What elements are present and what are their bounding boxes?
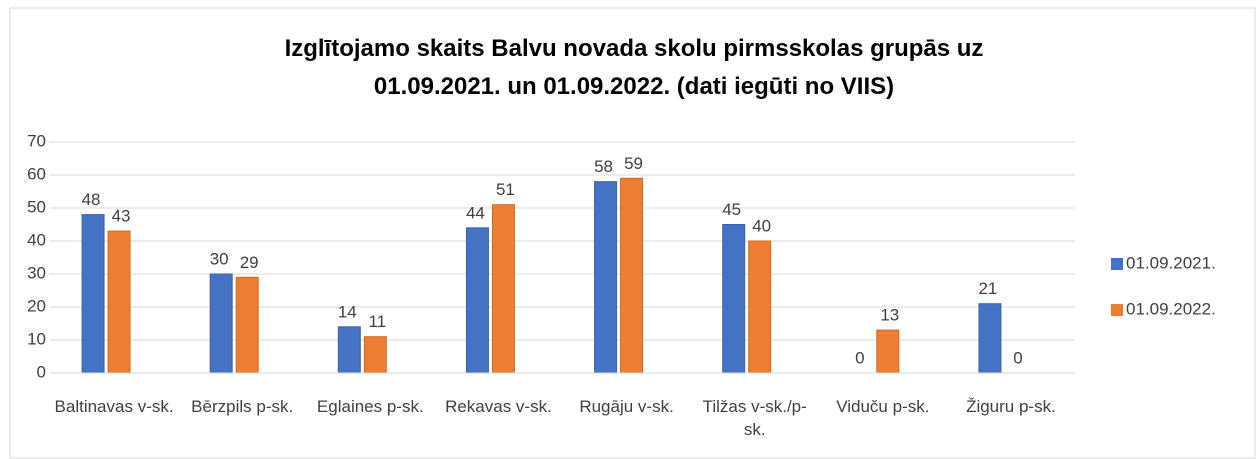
data-label: 29 [240, 253, 259, 272]
data-label: 40 [752, 216, 771, 235]
chart-title: Izglītojamo skaits Balvu novada skolu pi… [284, 35, 984, 100]
bar [235, 276, 259, 374]
data-label: 44 [466, 203, 485, 222]
x-tick-label: Baltinavas v-sk. [54, 397, 174, 416]
data-label: 45 [722, 200, 741, 219]
bar [722, 224, 746, 374]
data-label: 0 [1013, 348, 1022, 367]
y-tick-label: 60 [27, 164, 46, 183]
x-tick-label: Rekavas v-sk. [445, 397, 552, 416]
legend-swatch [1111, 258, 1123, 270]
data-label: 14 [338, 302, 357, 321]
data-label: 48 [82, 190, 101, 209]
legend-swatch [1111, 304, 1123, 316]
bar [620, 177, 644, 374]
chart-border [9, 7, 1256, 459]
legend-label: 01.09.2022. [1126, 299, 1216, 318]
data-label: 43 [112, 207, 131, 226]
y-tick-label: 50 [27, 197, 46, 216]
bar [209, 273, 233, 374]
bar [81, 214, 105, 374]
y-tick-label: 10 [27, 329, 46, 348]
bar [337, 326, 361, 374]
data-label: 21 [978, 279, 997, 298]
bar [465, 227, 489, 374]
x-tick-label: Viduču p-sk. [836, 397, 930, 416]
legend-label: 01.09.2021. [1126, 253, 1216, 272]
x-tick-label: Rugāju v-sk. [579, 397, 674, 416]
data-label: 0 [855, 348, 864, 367]
y-tick-label: 40 [27, 230, 46, 249]
bar [363, 336, 387, 374]
data-label: 11 [368, 312, 386, 331]
data-label: 30 [210, 249, 229, 268]
bar [107, 230, 131, 374]
data-label: 59 [624, 154, 643, 173]
x-tick-label: Bērzpils p-sk. [191, 397, 294, 416]
y-tick-label: 0 [37, 362, 46, 381]
bar [978, 303, 1002, 374]
y-tick-label: 30 [27, 263, 46, 282]
bar [748, 240, 772, 374]
data-label: 58 [594, 157, 613, 176]
data-label: 13 [880, 306, 899, 325]
y-tick-label: 20 [27, 296, 46, 315]
data-label: 51 [496, 180, 515, 199]
y-tick-label: 70 [27, 131, 46, 150]
bar [491, 204, 515, 374]
x-tick-label: Eglaines p-sk. [316, 397, 424, 416]
x-tick-label: Žiguru p-sk. [966, 397, 1056, 416]
bar [876, 329, 900, 374]
x-tick-label: Tilžas v-sk./p-sk. [702, 397, 807, 439]
bar [594, 181, 618, 374]
